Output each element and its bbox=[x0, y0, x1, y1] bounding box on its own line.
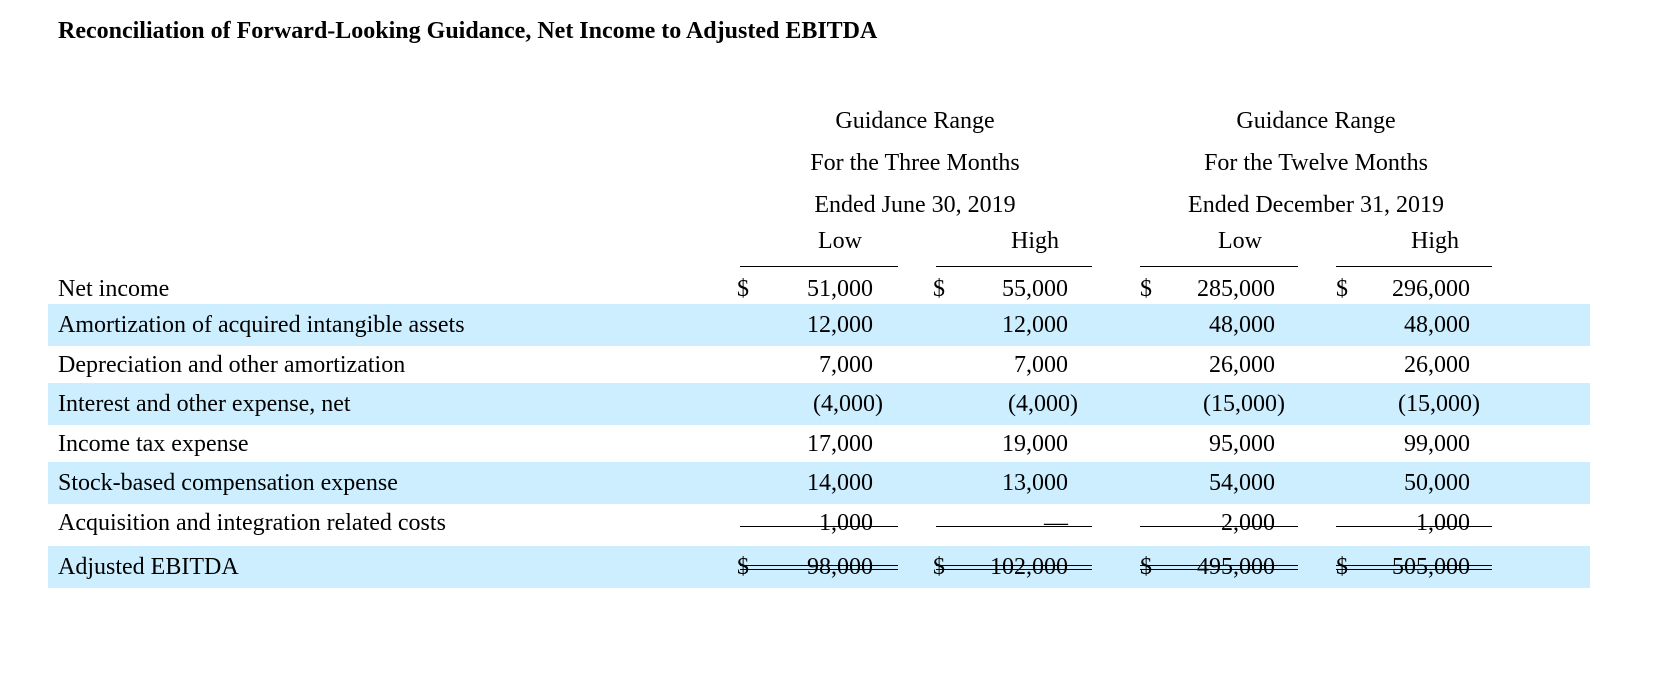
row-value: 50,000 bbox=[1404, 470, 1470, 496]
row-value: 7,000 bbox=[1014, 352, 1068, 378]
row-value: 1,000 bbox=[1416, 510, 1470, 536]
row-value: 51,000 bbox=[807, 276, 873, 302]
row-label: Acquisition and integration related cost… bbox=[58, 510, 446, 536]
total-double-rule bbox=[1140, 565, 1298, 570]
currency-symbol: $ bbox=[1140, 554, 1152, 580]
row-value: (4,000) bbox=[813, 391, 883, 417]
currency-symbol: $ bbox=[1336, 276, 1348, 302]
row-value: 13,000 bbox=[1002, 470, 1068, 496]
header-underline bbox=[740, 266, 898, 267]
row-value: 54,000 bbox=[1209, 470, 1275, 496]
row-value: (4,000) bbox=[1008, 391, 1078, 417]
table-row: Acquisition and integration related cost… bbox=[48, 502, 1590, 544]
row-value: 19,000 bbox=[1002, 431, 1068, 457]
row-value: — bbox=[1044, 510, 1068, 536]
column-header-high: High bbox=[1411, 228, 1459, 254]
row-value: 12,000 bbox=[1002, 312, 1068, 338]
row-value: 285,000 bbox=[1197, 276, 1275, 302]
group-header-line2: For the Three Months bbox=[810, 150, 1020, 176]
row-value: 99,000 bbox=[1404, 431, 1470, 457]
row-value: 55,000 bbox=[1002, 276, 1068, 302]
row-value: 505,000 bbox=[1392, 554, 1470, 580]
header-underline bbox=[936, 266, 1092, 267]
header-underline bbox=[1140, 266, 1298, 267]
table-row: Interest and other expense, net (4,000) (4… bbox=[48, 383, 1590, 425]
subtotal-rule bbox=[1336, 526, 1492, 527]
row-label: Depreciation and other amortization bbox=[58, 352, 406, 378]
row-value: 98,000 bbox=[807, 554, 873, 580]
row-value: 17,000 bbox=[807, 431, 873, 457]
subtotal-rule bbox=[1140, 526, 1298, 527]
currency-symbol: $ bbox=[1336, 554, 1348, 580]
group-header-twelve-months: Guidance Range For the Twelve Months End… bbox=[1140, 100, 1492, 226]
row-value: 2,000 bbox=[1221, 510, 1275, 536]
row-value: 7,000 bbox=[819, 352, 873, 378]
row-value: 12,000 bbox=[807, 312, 873, 338]
group-header-line3: Ended December 31, 2019 bbox=[1188, 192, 1444, 218]
column-header-low: Low bbox=[818, 228, 862, 254]
row-value: 95,000 bbox=[1209, 431, 1275, 457]
row-label: Income tax expense bbox=[58, 431, 249, 457]
row-value: 48,000 bbox=[1404, 312, 1470, 338]
row-label: Stock-based compensation expense bbox=[58, 470, 398, 496]
subtotal-rule bbox=[740, 526, 898, 527]
currency-symbol: $ bbox=[1140, 276, 1152, 302]
row-label: Adjusted EBITDA bbox=[58, 554, 239, 580]
row-value: 14,000 bbox=[807, 470, 873, 496]
row-label: Interest and other expense, net bbox=[58, 391, 351, 417]
row-value: 495,000 bbox=[1197, 554, 1275, 580]
currency-symbol: $ bbox=[933, 554, 945, 580]
currency-symbol: $ bbox=[737, 554, 749, 580]
currency-symbol: $ bbox=[933, 276, 945, 302]
row-label: Net income bbox=[58, 276, 170, 302]
currency-symbol: $ bbox=[737, 276, 749, 302]
table-row: Net income $51,000 $55,000 $285,000 $296,000 bbox=[48, 268, 1590, 310]
row-value: (15,000) bbox=[1398, 391, 1480, 417]
table-row: Depreciation and other amortization 7,000… bbox=[48, 344, 1590, 386]
group-header-line3: Ended June 30, 2019 bbox=[814, 192, 1016, 218]
table-row: Amortization of acquired intangible asse… bbox=[48, 304, 1590, 346]
row-value: 1,000 bbox=[819, 510, 873, 536]
table-row: Stock-based compensation expense 14,000 13… bbox=[48, 462, 1590, 504]
row-value: 26,000 bbox=[1209, 352, 1275, 378]
table-row: Adjusted EBITDA $98,000 $102,000 $495,000 $5… bbox=[48, 546, 1590, 588]
column-header-low: Low bbox=[1218, 228, 1262, 254]
group-header-line1: Guidance Range bbox=[1236, 108, 1396, 134]
total-double-rule bbox=[740, 565, 898, 570]
header-underline bbox=[1336, 266, 1492, 267]
group-header-line1: Guidance Range bbox=[835, 108, 995, 134]
row-label: Amortization of acquired intangible asse… bbox=[58, 312, 465, 338]
table-row: Income tax expense 17,000 19,000 95,000 99,0… bbox=[48, 423, 1590, 465]
row-value: (15,000) bbox=[1203, 391, 1285, 417]
table-title: Reconciliation of Forward-Looking Guidan… bbox=[58, 18, 878, 44]
total-double-rule bbox=[1336, 565, 1492, 570]
group-header-three-months: Guidance Range For the Three Months Ende… bbox=[740, 100, 1090, 226]
row-value: 296,000 bbox=[1392, 276, 1470, 302]
total-double-rule bbox=[936, 565, 1092, 570]
row-value: 26,000 bbox=[1404, 352, 1470, 378]
row-value: 102,000 bbox=[990, 554, 1068, 580]
group-header-line2: For the Twelve Months bbox=[1204, 150, 1428, 176]
row-value: 48,000 bbox=[1209, 312, 1275, 338]
subtotal-rule bbox=[936, 526, 1092, 527]
column-header-high: High bbox=[1011, 228, 1059, 254]
